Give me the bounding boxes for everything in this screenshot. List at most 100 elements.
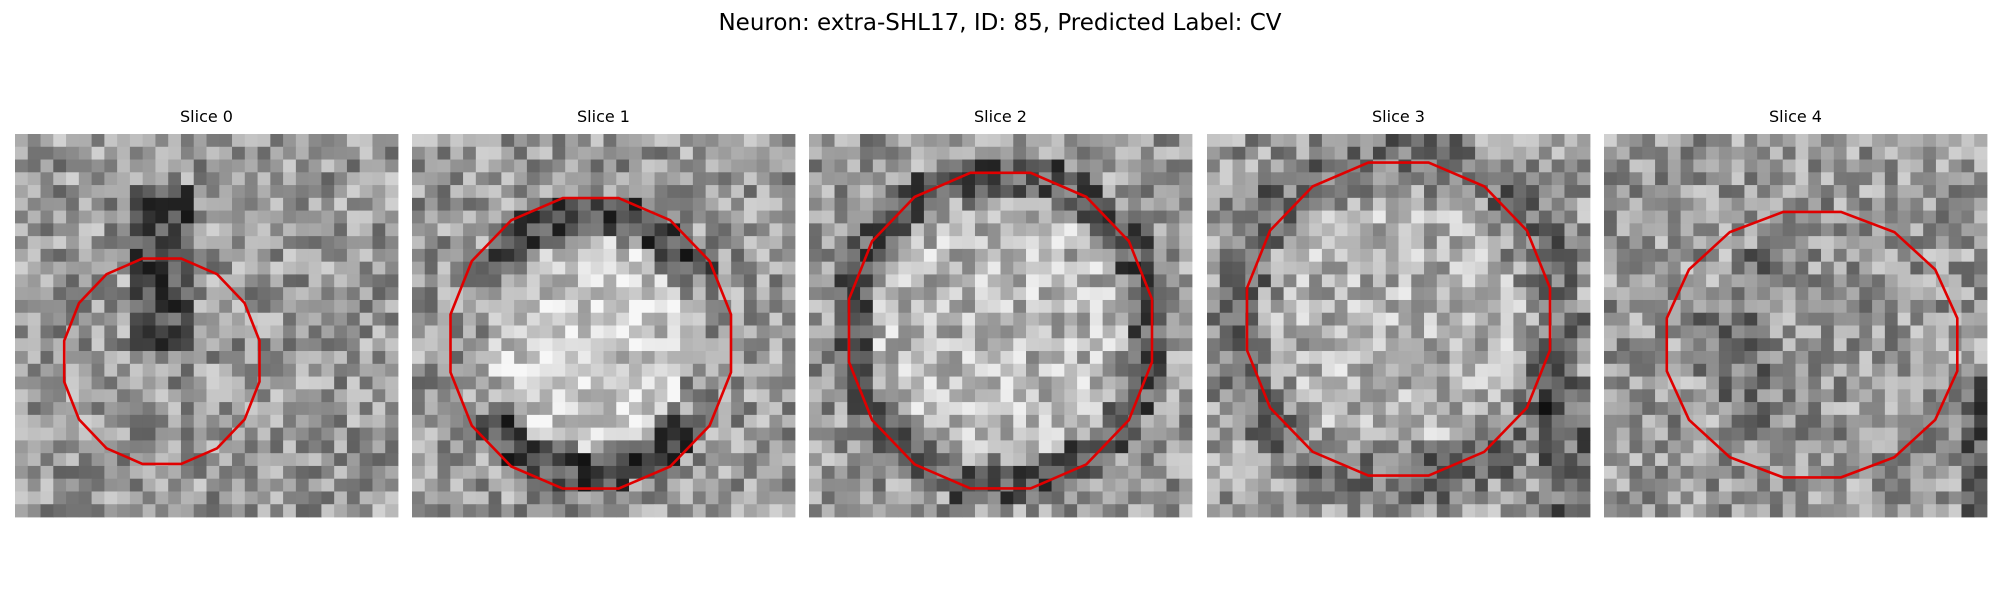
pixel <box>692 338 707 352</box>
pixel <box>692 414 707 429</box>
pixel <box>450 274 464 288</box>
pixel <box>1232 236 1246 250</box>
pixel <box>1616 338 1630 352</box>
pixel <box>743 261 758 275</box>
pixel <box>1051 491 1065 505</box>
pixel <box>1731 504 1745 518</box>
pixel <box>117 299 131 314</box>
pixel <box>1500 478 1514 492</box>
pixel <box>1296 376 1310 390</box>
pixel <box>437 312 451 326</box>
pixel <box>1270 325 1284 339</box>
pixel <box>1680 287 1694 301</box>
pixel <box>1910 491 1924 505</box>
pixel <box>1731 236 1745 250</box>
pixel <box>1411 414 1425 429</box>
pixel <box>692 504 707 518</box>
pixel <box>692 287 707 301</box>
pixel <box>1846 172 1860 186</box>
pixel <box>1449 299 1463 314</box>
pixel <box>1232 172 1246 186</box>
pixel <box>1077 159 1091 173</box>
pixel <box>1179 134 1193 148</box>
pixel <box>1604 248 1618 263</box>
pixel <box>1948 197 1962 211</box>
pixel <box>1974 427 1988 441</box>
pixel <box>885 197 899 211</box>
pixel <box>232 134 246 148</box>
pixel <box>1424 236 1438 250</box>
pixel <box>1270 440 1284 454</box>
pixel <box>1026 389 1040 403</box>
pixel <box>1757 376 1771 390</box>
pixel <box>590 223 604 237</box>
pixel <box>1884 197 1899 211</box>
pixel <box>590 427 604 441</box>
pixel <box>577 351 592 365</box>
pixel <box>1642 159 1656 173</box>
pixel <box>1795 363 1809 377</box>
pixel <box>987 363 1001 377</box>
pixel <box>847 210 861 224</box>
pixel <box>193 376 207 390</box>
pixel <box>219 414 233 429</box>
pixel <box>334 478 348 492</box>
pixel <box>78 146 92 160</box>
pixel <box>142 223 156 237</box>
pixel <box>1449 159 1463 173</box>
pixel <box>1872 325 1886 339</box>
pixel <box>821 299 835 314</box>
pixel <box>142 274 156 288</box>
pixel <box>1731 427 1745 441</box>
pixel <box>450 338 464 352</box>
pixel <box>385 478 399 492</box>
pixel <box>501 338 515 352</box>
pixel <box>1577 465 1591 480</box>
pixel <box>129 236 144 250</box>
pixel <box>1616 274 1630 288</box>
pixel <box>1411 465 1425 480</box>
pixel <box>1232 287 1246 301</box>
pixel <box>1680 414 1694 429</box>
pixel <box>1038 351 1052 365</box>
pixel <box>437 427 451 441</box>
pixel <box>180 504 195 518</box>
pixel <box>104 414 118 429</box>
pixel <box>616 248 630 263</box>
pixel <box>1974 363 1988 377</box>
pixel <box>1846 389 1860 403</box>
pixel <box>1667 465 1681 480</box>
pixel <box>193 274 207 288</box>
pixel <box>898 248 912 263</box>
pixel <box>809 402 823 416</box>
pixel <box>1731 376 1745 390</box>
pixel <box>667 146 681 160</box>
pixel <box>1372 299 1387 314</box>
pixel <box>962 427 976 441</box>
pixel <box>1207 134 1221 148</box>
pixel <box>232 159 246 173</box>
pixel <box>949 389 963 403</box>
pixel <box>1321 338 1336 352</box>
pixel <box>257 274 271 288</box>
pixel <box>1166 440 1180 454</box>
pixel <box>1245 376 1259 390</box>
pixel <box>1487 312 1502 326</box>
pixel <box>898 274 912 288</box>
pixel <box>616 351 630 365</box>
pixel <box>1513 146 1527 160</box>
pixel <box>1604 185 1618 199</box>
pixel <box>526 159 541 173</box>
pixel <box>526 312 541 326</box>
pixel <box>526 402 541 416</box>
pixel <box>1334 440 1348 454</box>
pixel <box>667 440 681 454</box>
pixel <box>1731 389 1745 403</box>
pixel <box>552 427 566 441</box>
pixel <box>1680 159 1694 173</box>
pixel <box>1232 491 1246 505</box>
pixel <box>1219 504 1233 518</box>
pixel <box>1795 159 1809 173</box>
pixel <box>117 465 131 480</box>
pixel <box>40 504 54 518</box>
